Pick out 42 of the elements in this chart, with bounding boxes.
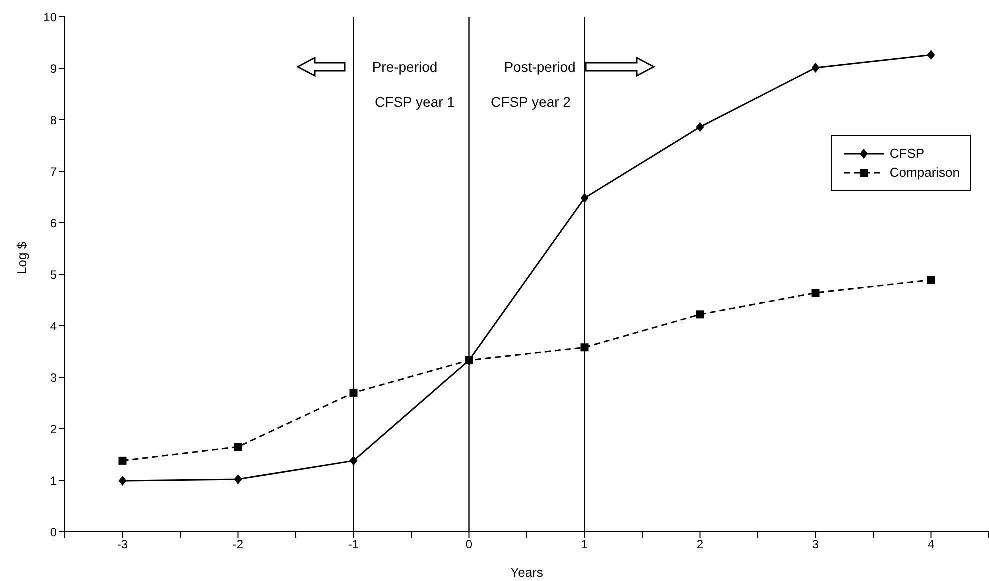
x-tick-label: 2	[696, 538, 704, 552]
y-tick-label: 5	[50, 268, 58, 282]
annotation: Post-period	[504, 59, 576, 75]
y-tick-label: 6	[50, 216, 58, 230]
point	[234, 474, 242, 484]
annotation: CFSP year 2	[491, 94, 571, 110]
x-tick-label: -2	[232, 538, 244, 552]
x-tick-label: 4	[928, 538, 935, 552]
y-tick-label: 4	[50, 319, 58, 334]
y-tick-label: 2	[50, 422, 58, 436]
legend-label: Comparison	[890, 165, 960, 180]
point	[465, 356, 474, 365]
y-tick-label: 0	[50, 525, 58, 540]
y-tick-label: 3	[50, 370, 58, 385]
x-tick-label: -3	[117, 538, 128, 552]
annotation: Pre-period	[372, 59, 438, 75]
legend-label: CFSP	[890, 146, 925, 161]
point	[812, 289, 820, 298]
y-tick-label: 1	[50, 474, 58, 488]
y-tick-label: 10	[44, 10, 58, 24]
point	[696, 310, 704, 319]
point	[118, 476, 127, 486]
point	[350, 388, 358, 397]
point	[350, 456, 358, 466]
x-tick-label: 1	[581, 538, 588, 552]
point	[927, 50, 936, 60]
annotation: CFSP year 1	[375, 94, 455, 110]
point	[118, 456, 127, 465]
x-tick-label: 0	[466, 538, 473, 552]
y-tick-label: 9	[50, 62, 58, 76]
y-axis-title: Log $	[14, 241, 30, 274]
x-axis-title: Years	[510, 565, 544, 580]
point	[580, 344, 589, 352]
x-tick-label: 3	[812, 538, 820, 552]
point	[580, 193, 589, 204]
y-tick-label: 8	[50, 113, 58, 128]
point	[696, 122, 704, 132]
point	[812, 62, 820, 73]
point	[927, 276, 936, 284]
x-tick-label: -1	[348, 538, 360, 552]
y-tick-label: 7	[50, 164, 58, 179]
point	[234, 443, 242, 452]
